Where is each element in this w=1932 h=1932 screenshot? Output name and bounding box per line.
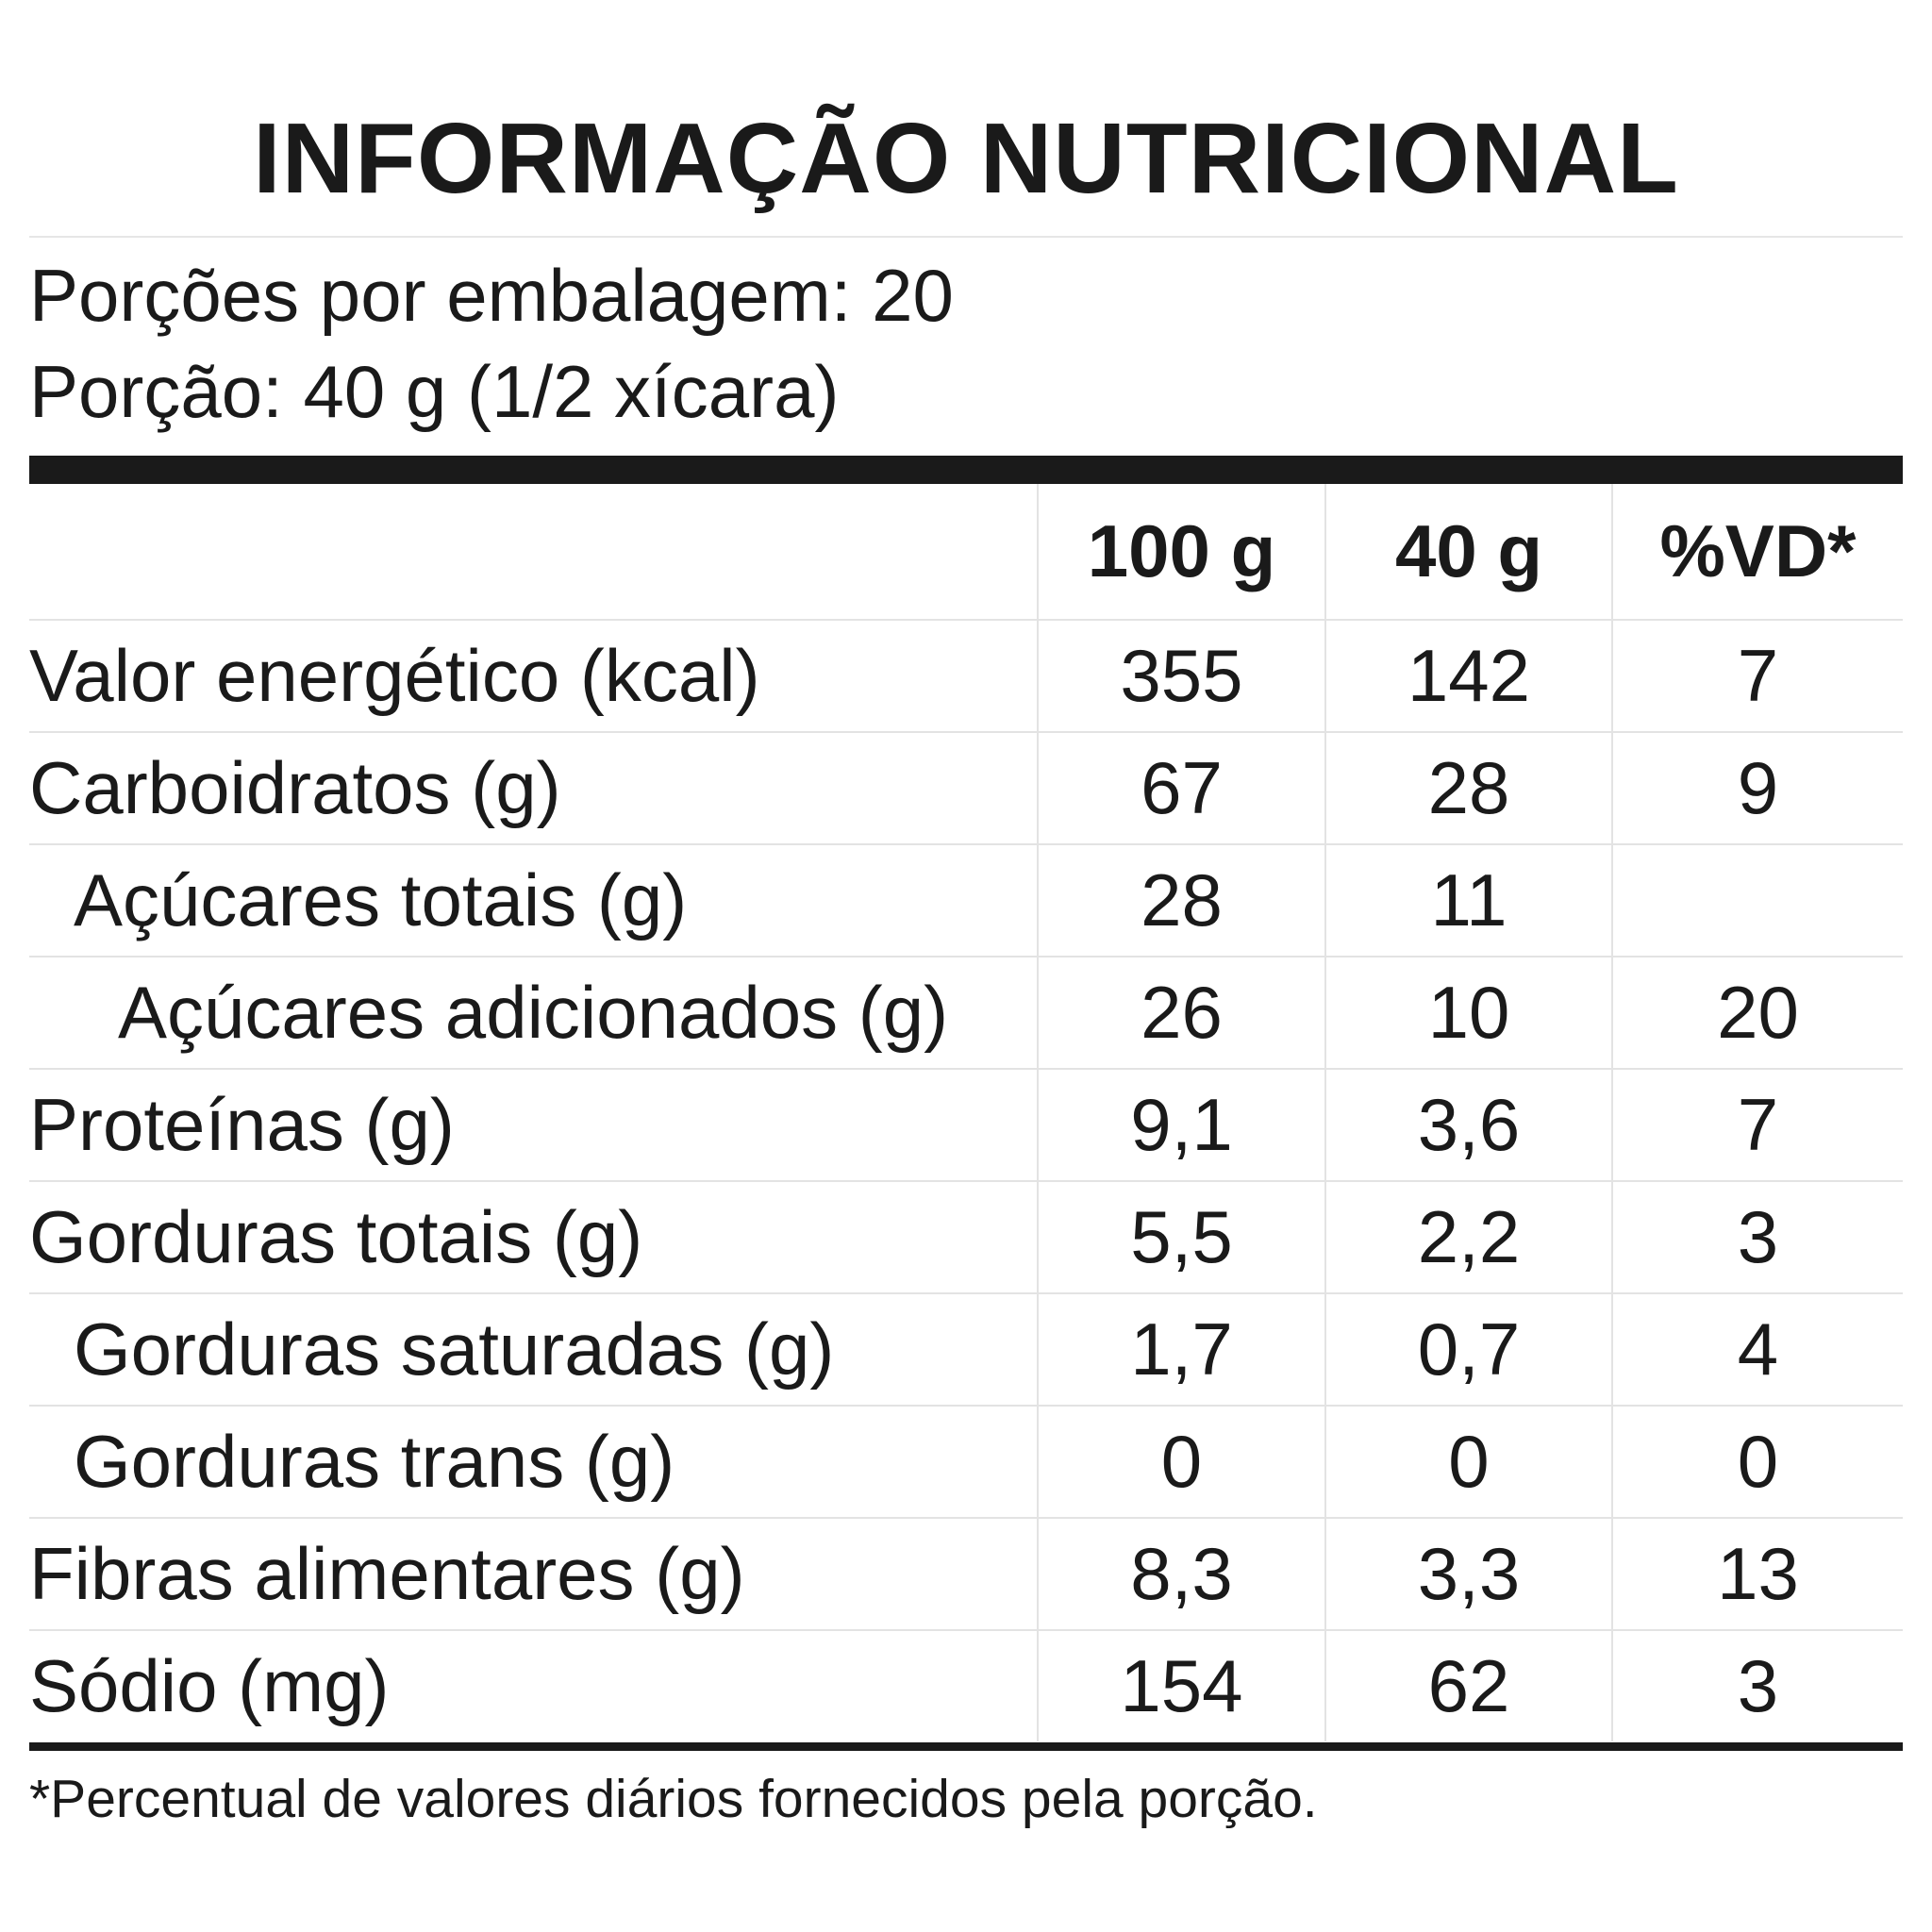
- nutrient-value: 3: [1611, 1181, 1903, 1294]
- nutrient-value: 8,3: [1037, 1518, 1325, 1631]
- thick-divider: [29, 1742, 1903, 1751]
- nutrient-row: Gorduras trans (g) 0 0 0: [29, 1406, 1903, 1519]
- servings-per-package: Porções por embalagem: 20: [29, 254, 954, 337]
- nutrient-row: Gorduras saturadas (g) 1,7 0,7 4: [29, 1293, 1903, 1407]
- nutrient-value: 154: [1037, 1630, 1325, 1741]
- nutrient-value: 2,2: [1324, 1181, 1612, 1294]
- nutrient-value: [1611, 844, 1903, 958]
- nutrient-row: Fibras alimentares (g) 8,3 3,3 13: [29, 1518, 1903, 1631]
- nutrient-value: 11: [1324, 844, 1612, 958]
- nutrient-value: 7: [1611, 1069, 1903, 1182]
- nutrient-value: 20: [1611, 957, 1903, 1070]
- nutrient-value: 142: [1324, 620, 1612, 733]
- nutrient-row: Açúcares totais (g) 28 11: [29, 844, 1903, 958]
- nutrient-value: 67: [1037, 732, 1325, 845]
- nutrition-table: 100 g 40 g %VD* Valor energético (kcal) 3…: [29, 484, 1903, 1741]
- nutrient-value: 13: [1611, 1518, 1903, 1631]
- header-row: 100 g 40 g %VD*: [29, 484, 1903, 621]
- nutrient-row: Valor energético (kcal) 355 142 7: [29, 620, 1903, 733]
- thick-divider: [29, 456, 1903, 484]
- nutrient-label: Proteínas (g): [29, 1069, 1038, 1182]
- nutrient-value: 0: [1324, 1406, 1612, 1519]
- nutrient-value: 5,5: [1037, 1181, 1325, 1294]
- title: INFORMAÇÃO NUTRICIONAL: [253, 103, 1679, 214]
- nutrient-value: 3: [1611, 1630, 1903, 1741]
- nutrient-row: Sódio (mg) 154 62 3: [29, 1630, 1903, 1741]
- nutrient-row: Proteínas (g) 9,1 3,6 7: [29, 1069, 1903, 1182]
- nutrient-value: 0,7: [1324, 1293, 1612, 1407]
- nutrient-row: Gorduras totais (g) 5,5 2,2 3: [29, 1181, 1903, 1294]
- nutrient-value: 3,6: [1324, 1069, 1612, 1182]
- nutrient-label: Carboidratos (g): [29, 732, 1038, 845]
- column-header: 100 g: [1037, 484, 1325, 621]
- nutrient-value: 0: [1037, 1406, 1325, 1519]
- column-header: %VD*: [1611, 484, 1903, 621]
- footnote: *Percentual de valores diários fornecido…: [29, 1769, 1318, 1829]
- nutrient-value: 4: [1611, 1293, 1903, 1407]
- nutrient-label: Gorduras saturadas (g): [29, 1293, 1038, 1407]
- nutrient-label: Açúcares totais (g): [29, 844, 1038, 958]
- nutrient-value: 3,3: [1324, 1518, 1612, 1631]
- serving-size: Porção: 40 g (1/2 xícara): [29, 350, 840, 433]
- nutrient-label: Gorduras trans (g): [29, 1406, 1038, 1519]
- nutrient-value: 10: [1324, 957, 1612, 1070]
- nutrient-value: 1,7: [1037, 1293, 1325, 1407]
- nutrient-value: 0: [1611, 1406, 1903, 1519]
- nutrient-value: 28: [1324, 732, 1612, 845]
- nutrient-value: 9: [1611, 732, 1903, 845]
- nutrient-value: 28: [1037, 844, 1325, 958]
- nutrient-row: Açúcares adicionados (g) 26 10 20: [29, 957, 1903, 1070]
- table-body: Valor energético (kcal) 355 142 7 Carboidrat…: [29, 620, 1903, 1741]
- divider: [29, 236, 1903, 238]
- nutrient-label: Açúcares adicionados (g): [29, 957, 1038, 1070]
- nutrient-row: Carboidratos (g) 67 28 9: [29, 732, 1903, 845]
- nutrient-label: Valor energético (kcal): [29, 620, 1038, 733]
- nutrient-label: Sódio (mg): [29, 1644, 390, 1727]
- column-header: 40 g: [1324, 484, 1612, 621]
- nutrient-value: 355: [1037, 620, 1325, 733]
- nutrient-value: 62: [1324, 1630, 1612, 1741]
- nutrient-label: Gorduras totais (g): [29, 1181, 1038, 1294]
- header-cell: [29, 484, 1038, 621]
- nutrient-value: 9,1: [1037, 1069, 1325, 1182]
- nutrient-label: Fibras alimentares (g): [29, 1518, 1038, 1631]
- nutrient-value: 26: [1037, 957, 1325, 1070]
- nutrient-value: 7: [1611, 620, 1903, 733]
